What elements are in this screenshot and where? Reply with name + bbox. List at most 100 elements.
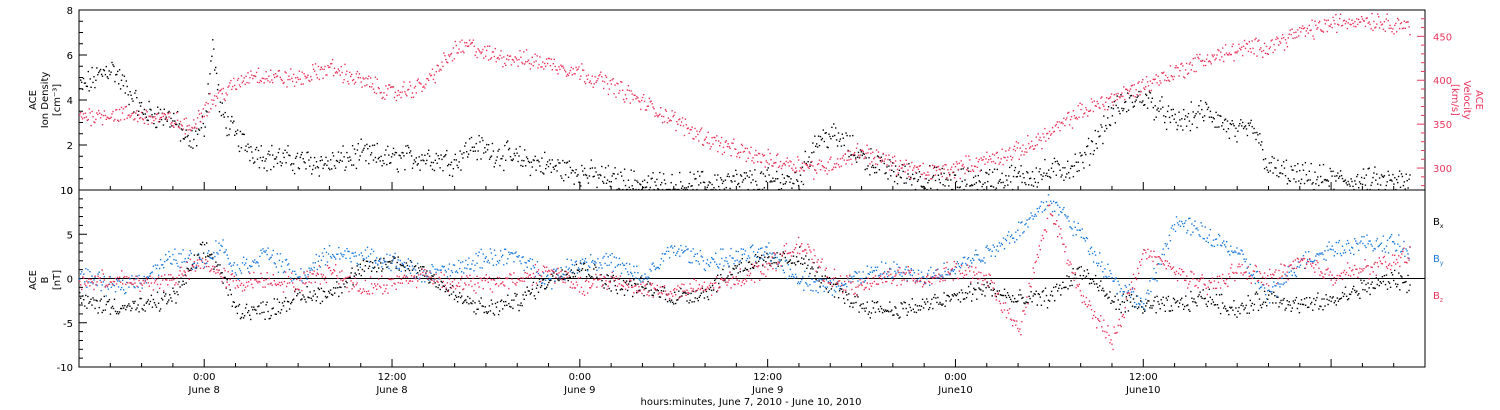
density-point [1145,93,1147,95]
bx-point [672,301,674,304]
velocity-point [502,66,504,68]
by-point [708,265,711,267]
density-point [340,152,342,154]
bx-point [264,318,266,320]
velocity-point [216,97,219,99]
by-point [442,266,444,268]
density-point [1099,135,1101,137]
density-point [226,134,228,137]
by-point [440,269,442,271]
by-point [750,245,753,248]
density-point [529,174,532,177]
bx-point [356,265,358,267]
velocity-point [632,98,634,101]
by-point [564,279,566,281]
velocity-point [937,165,940,168]
density-point [1110,107,1113,109]
bx-point [1407,274,1409,277]
by-point [156,264,159,266]
density-point [1038,171,1040,173]
bx-point [970,283,972,285]
velocity-point [738,156,741,159]
density-point [476,158,478,161]
density-point [288,154,290,156]
bx-point [1317,292,1319,294]
velocity-point [176,119,179,121]
bx-point [1364,289,1366,291]
density-point [1182,129,1184,131]
bx-point [136,307,138,309]
bx-point [950,298,952,301]
density-point [454,153,456,156]
velocity-point [1180,63,1182,65]
bx-point [559,278,561,280]
density-point [370,154,372,156]
velocity-point [1072,110,1075,112]
density-point [1266,169,1269,171]
density-point [1154,105,1156,107]
bx-point [455,296,458,298]
density-point [274,158,277,160]
bx-point [234,306,237,308]
bx-point [391,260,393,262]
velocity-point [195,123,197,125]
bx-point [649,283,651,285]
bx-point [908,303,910,306]
by-point [180,253,182,255]
by-point [250,265,252,268]
bx-point [199,243,202,245]
density-point [1367,168,1369,170]
by-point [581,258,584,260]
velocity-point [427,78,429,80]
velocity-point [1077,105,1079,107]
velocity-point [154,116,156,118]
bx-point [947,294,949,297]
velocity-point [1248,41,1250,43]
bx-point [402,265,404,267]
velocity-point [542,61,544,63]
velocity-point [135,112,137,114]
by-point [580,263,583,265]
velocity-point [101,123,104,126]
bx-point [932,307,934,310]
bx-point [952,295,954,297]
velocity-point [968,155,970,157]
velocity-point [322,77,324,80]
by-point [675,254,677,256]
by-point [535,271,538,273]
bx-point [563,278,565,280]
density-point [1215,111,1217,114]
by-point [735,250,737,252]
velocity-point [575,66,577,69]
by-point [674,245,676,247]
velocity-point [856,143,859,145]
by-point [409,272,412,274]
by-point [368,261,371,263]
bx-point [314,293,316,295]
bx-point [438,284,440,286]
velocity-point [1110,93,1113,95]
velocity-point [1173,75,1175,78]
density-point [841,133,843,135]
by-point [517,256,519,258]
velocity-point [1284,39,1287,41]
by-point [394,252,396,255]
bx-point [230,293,232,296]
bx-point [793,262,796,264]
velocity-point [952,171,954,174]
by-point [285,258,288,261]
velocity-point [848,159,850,161]
bx-point [1150,305,1152,307]
density-point [987,180,989,183]
bx-point [1108,296,1110,299]
bx-point [529,293,531,295]
bx-point [1099,285,1101,287]
by-point [236,264,239,266]
by-point [411,265,414,267]
bx-point [1020,294,1022,296]
by-point [624,268,627,270]
bx-point [857,296,859,298]
bx-point [303,296,305,298]
density-point [467,153,470,155]
bx-point [133,302,135,304]
